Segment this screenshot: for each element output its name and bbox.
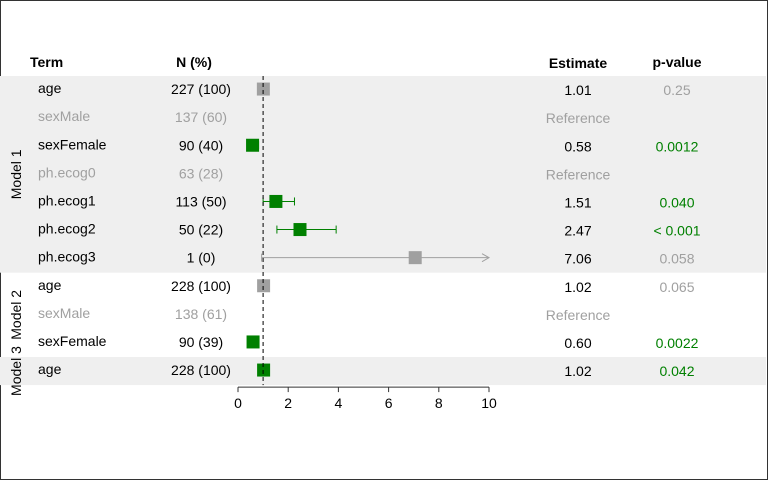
term-label: ph.ecog3 [38,249,96,265]
table-row: sexFemale 90 (39) 0.60 0.0022 [38,333,699,351]
estimate-marker [293,223,307,237]
header-pvalue: p-value [652,54,701,70]
table-row: ph.ecog0 63 (28) Reference [38,164,611,182]
estimate-marker [269,194,283,208]
x-tick-label: 4 [335,395,343,411]
table-rows: age 227 (100) 1.01 0.25 sexMale 137 (60) Refer… [38,80,701,379]
estimate-label: 2.47 [564,223,591,239]
n-label: 90 (40) [179,137,223,153]
header-n: N (%) [176,54,212,70]
term-label: ph.ecog0 [38,164,96,180]
n-label: 228 (100) [171,278,231,294]
n-label: 227 (100) [171,81,231,97]
n-label: 228 (100) [171,362,231,378]
n-label: 50 (22) [179,222,223,238]
header-estimate: Estimate [549,55,608,71]
estimate-label: 0.58 [564,138,591,154]
pvalue-label: 0.042 [659,363,694,379]
table-row: sexFemale 90 (40) 0.58 0.0012 [38,136,699,154]
pvalue-label: 0.065 [659,279,694,295]
estimate-label: 0.60 [564,335,591,351]
estimate-label: 1.01 [564,82,591,98]
estimate-marker [256,82,270,96]
table-row: ph.ecog3 1 (0) 7.06 0.058 [38,249,695,267]
estimate-label: Reference [546,307,611,323]
term-label: ph.ecog1 [38,192,96,208]
model-label: Model 3 [8,346,24,396]
term-label: age [38,361,62,377]
pvalue-label: 0.0022 [656,335,699,351]
x-tick-label: 6 [385,395,393,411]
pvalue-label: 0.0012 [656,138,699,154]
row-bands [0,76,766,386]
table-row: sexMale 138 (61) Reference [38,305,611,323]
term-label: sexFemale [38,333,107,349]
term-label: ph.ecog2 [38,221,96,237]
x-tick-label: 2 [284,395,292,411]
table-row: age 228 (100) 1.02 0.042 [38,361,695,379]
estimate-marker [246,335,260,349]
table-row: age 228 (100) 1.02 0.065 [38,277,695,295]
estimate-marker [257,279,271,293]
pvalue-label: 0.058 [659,251,694,267]
x-axis: 0 2 4 6 8 10 [234,386,497,411]
estimate-label: Reference [546,166,611,182]
estimate-marker [408,251,422,265]
estimate-label: Reference [546,110,611,126]
x-tick-label: 8 [435,395,443,411]
plot-area [246,76,491,386]
estimate-label: 1.51 [564,194,591,210]
n-label: 63 (28) [179,165,223,181]
pvalue-label: 0.040 [659,194,694,210]
ci-arrow [481,253,491,263]
n-label: 113 (50) [175,193,226,209]
pvalue-label: 0.25 [663,82,690,98]
model-labels: Model 1 Model 2 Model 3 [8,149,24,396]
term-label: sexFemale [38,136,107,152]
estimate-label: 7.06 [564,251,591,267]
estimate-label: 1.02 [564,363,591,379]
model-band [0,76,766,273]
n-label: 90 (39) [179,334,223,350]
n-label: 1 (0) [187,250,216,266]
term-label: age [38,80,62,96]
term-label: age [38,277,62,293]
model-label: Model 2 [8,290,24,340]
term-label: sexMale [38,108,90,124]
table-row: ph.ecog2 50 (22) 2.47 < 0.001 [38,221,701,239]
column-headers: Term N (%) Estimate p-value [30,54,702,71]
x-tick-label: 10 [481,395,497,411]
term-label: sexMale [38,305,90,321]
n-label: 137 (60) [175,109,227,125]
table-row: ph.ecog1 113 (50) 1.51 0.040 [38,192,695,210]
pvalue-label: < 0.001 [653,223,700,239]
x-tick-label: 0 [234,395,242,411]
table-row: sexMale 137 (60) Reference [38,108,611,126]
model-label: Model 1 [8,149,24,199]
n-label: 138 (61) [175,306,227,322]
table-row: age 227 (100) 1.01 0.25 [38,80,691,98]
estimate-label: 1.02 [564,279,591,295]
estimate-marker [246,138,260,152]
header-term: Term [30,54,63,70]
model-band [0,357,766,386]
estimate-marker [257,363,271,377]
